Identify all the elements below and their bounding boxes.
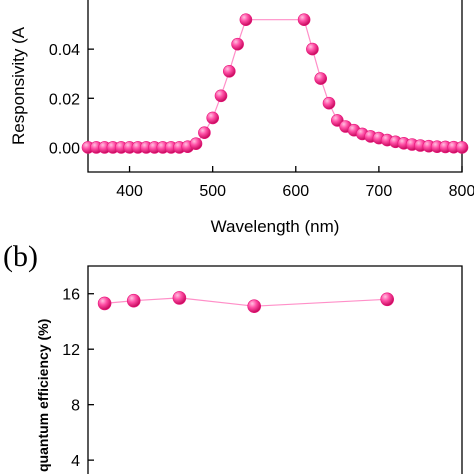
panel-a-y-tick-label: 0.00 — [49, 140, 80, 157]
panel-b-data-point — [247, 299, 261, 314]
panel-a: 400 500 600 700 800 0.00 0.02 0.04 Wavelength (… — [9, 0, 474, 236]
panel-b-data-point — [380, 292, 395, 307]
panel-a-x-tick-label: 700 — [366, 183, 393, 200]
panel-a-data-point — [231, 37, 244, 51]
panel-a-x-tick-label: 400 — [116, 183, 143, 200]
panel-a-data-point — [223, 65, 236, 78]
panel-a-data-point — [297, 13, 311, 27]
panel-a-data-point — [306, 42, 319, 56]
panel-a-data-point — [322, 96, 336, 110]
panel-a-data-point — [455, 141, 469, 154]
panel-b-series-line — [104, 297, 388, 307]
panel-a-data-point — [206, 111, 219, 125]
panel-a-data-point — [214, 89, 228, 103]
panel-a-x-tick-label: 800 — [449, 183, 474, 200]
panel-a-x-axis-label: Wavelength (nm) — [211, 217, 340, 236]
panel-b-y-tick-label: 8 — [71, 398, 80, 415]
panel-b-data-point — [97, 296, 112, 311]
panel-b-data-point — [126, 293, 141, 308]
panel-b-y-axis-label: quantum efficiency (%) — [35, 319, 51, 472]
panel-a-x-tick-label: 600 — [282, 183, 309, 200]
panel-a-y-axis-label: Responsivity (A — [9, 26, 28, 145]
panel-a-y-tick-label: 0.04 — [49, 42, 80, 59]
panel-b-y-tick-label: 12 — [62, 342, 80, 359]
panel-b-label: (b) — [3, 240, 38, 273]
panel-b-data-point — [172, 291, 187, 305]
panel-a-x-tick-label: 500 — [199, 183, 226, 200]
panel-a-y-tick-label: 0.02 — [49, 91, 80, 108]
panel-a-data-point — [239, 13, 253, 27]
panel-a-data-point — [314, 72, 328, 85]
panel-a-axes-frame — [87, 0, 463, 173]
panel-b-axes-frame — [87, 265, 463, 474]
panel-a-data-point — [198, 126, 211, 139]
panel-b: (b) 4 8 12 16 quantum efficiency (%) — [3, 240, 463, 474]
panel-a-series-line — [88, 19, 463, 148]
panel-b-y-tick-label: 16 — [62, 287, 80, 304]
panel-a-data-point — [189, 137, 203, 150]
panel-b-y-tick-label: 4 — [71, 453, 80, 470]
